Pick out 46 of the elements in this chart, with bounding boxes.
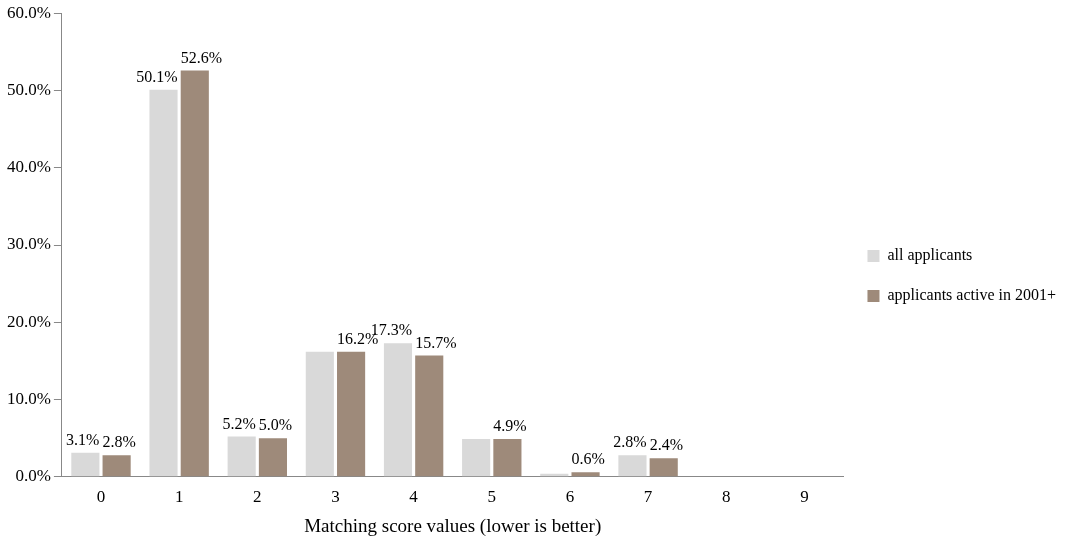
- bar: [71, 452, 100, 477]
- x-tick-label: 1: [174, 487, 184, 507]
- y-tick-label: 30.0%: [6, 234, 51, 254]
- legend-label: applicants active in 2001+: [887, 286, 1056, 305]
- bar: [571, 472, 600, 477]
- data-label: 52.6%: [180, 48, 223, 66]
- x-tick-label: 2: [253, 487, 262, 507]
- legend-label: all applicants: [887, 246, 973, 265]
- bar: [149, 89, 178, 477]
- data-label: 15.7%: [415, 333, 457, 351]
- bar: [258, 438, 287, 477]
- data-label: 2.8%: [102, 433, 136, 451]
- x-tick-label: 7: [643, 487, 653, 507]
- y-tick-label: 20.0%: [6, 311, 51, 331]
- bar: [415, 355, 444, 477]
- x-tick-label: 3: [331, 487, 340, 507]
- bar: [180, 70, 209, 477]
- data-label: 3.1%: [66, 431, 100, 449]
- x-axis-title: Matching score values (lower is better): [304, 514, 602, 537]
- bar: [337, 351, 366, 477]
- bar: [493, 438, 522, 477]
- data-label: 2.8%: [613, 433, 647, 451]
- data-label: 4.9%: [493, 417, 527, 435]
- y-tick-label: 0.0%: [15, 466, 51, 486]
- x-tick-label: 6: [565, 487, 575, 507]
- bar: [305, 351, 334, 477]
- bar: [383, 343, 413, 477]
- y-tick-label: 60.0%: [6, 2, 51, 22]
- data-label: 50.1%: [136, 67, 178, 85]
- x-tick-label: 8: [721, 487, 731, 507]
- y-tick-label: 50.0%: [6, 79, 51, 99]
- data-label: 5.0%: [258, 416, 293, 434]
- bar: [102, 455, 131, 477]
- bar: [227, 436, 256, 477]
- data-label: 0.6%: [571, 450, 605, 468]
- x-tick-label: 9: [800, 487, 809, 507]
- bar: [462, 438, 491, 477]
- x-tick-label: 5: [487, 487, 497, 507]
- y-tick-label: 10.0%: [6, 389, 51, 408]
- y-tick-label: 40.0%: [6, 157, 51, 177]
- x-tick-label: 4: [409, 487, 419, 507]
- data-label: 2.4%: [649, 436, 683, 454]
- x-tick-label: 0: [96, 487, 106, 507]
- bar: [649, 458, 678, 477]
- bar: [618, 455, 647, 477]
- data-label: 5.2%: [222, 414, 256, 432]
